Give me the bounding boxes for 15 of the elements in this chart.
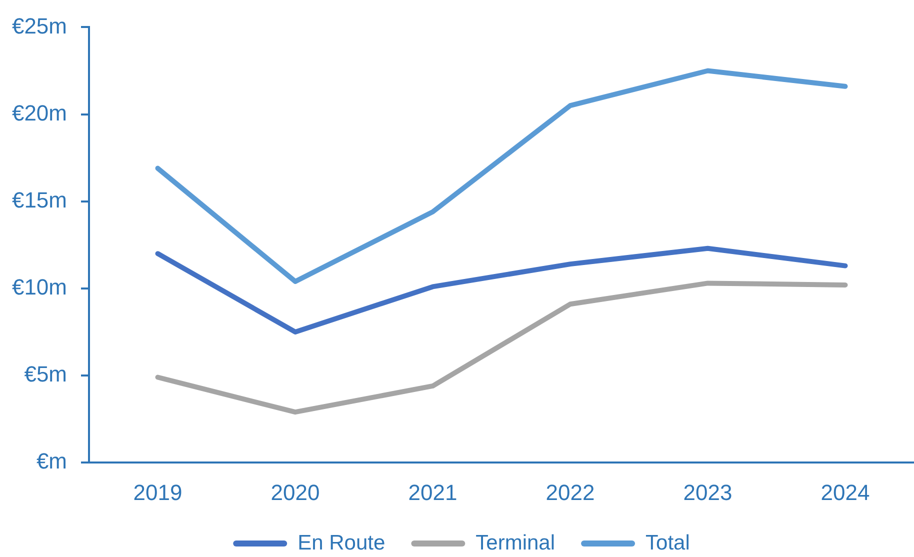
x-tick-label: 2023 (683, 480, 732, 505)
x-tick-label: 2024 (820, 480, 870, 505)
legend-label: En Route (298, 531, 386, 554)
y-tick-label: €15m (12, 187, 67, 212)
y-tick-label: €10m (12, 274, 67, 300)
x-tick-label: 2022 (546, 480, 595, 505)
x-tick-label: 2020 (270, 480, 320, 505)
x-tick-label: 2021 (408, 480, 458, 505)
y-tick-label: €25m (12, 13, 67, 38)
legend-label: Total (646, 531, 690, 554)
legend-label: Terminal (476, 531, 556, 554)
x-tick-label: 2019 (133, 480, 182, 505)
y-tick-label: €5m (24, 362, 67, 387)
y-tick-label: €m (36, 448, 67, 474)
y-tick-label: €20m (12, 100, 67, 126)
